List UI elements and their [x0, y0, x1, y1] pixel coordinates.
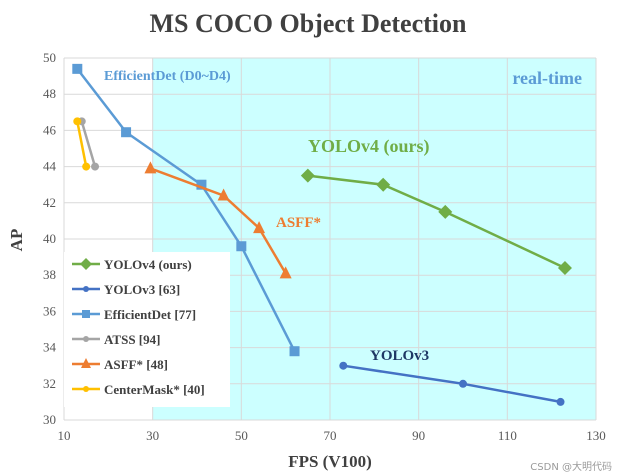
data-point-0-3 — [557, 260, 572, 275]
legend-label-2: EfficientDet [77] — [104, 307, 196, 322]
series-line-0 — [307, 174, 566, 270]
legend-label-3: ATSS [94] — [104, 332, 160, 347]
y-tick-label-9: 48 — [43, 86, 56, 101]
annotation-yolov3: YOLOv3 — [370, 348, 429, 364]
y-tick-label-7: 44 — [43, 159, 57, 174]
x-tick-label-6: 130 — [586, 428, 606, 443]
legend-label-1: YOLOv3 [63] — [104, 282, 180, 297]
data-point-2-0 — [72, 63, 83, 74]
legend-marker-0 — [80, 258, 92, 270]
x-tick-label-3: 70 — [324, 428, 337, 443]
y-tick-label-6: 42 — [43, 195, 56, 210]
data-point-2-1 — [121, 127, 132, 138]
x-axis-label: FPS (V100) — [288, 452, 372, 471]
annotation-yolov4: YOLOv4 (ours) — [308, 136, 430, 157]
x-tick-label-0: 10 — [58, 428, 71, 443]
annotation-asff: ASFF* — [276, 215, 321, 231]
watermark: CSDN @大明代码 — [530, 460, 612, 473]
data-point-0-2 — [438, 204, 453, 219]
legend: YOLOv4 (ours) YOLOv3 [63] EfficientDet [77… — [64, 252, 230, 407]
series-line-5 — [76, 121, 88, 167]
legend-marker-2 — [82, 310, 90, 318]
data-point-4-3 — [279, 266, 292, 279]
series-line-3 — [80, 120, 97, 167]
legend-label-5: CenterMask* [40] — [104, 382, 205, 397]
y-tick-label-1: 32 — [43, 376, 56, 391]
x-tick-label-5: 110 — [498, 428, 517, 443]
y-tick-label-8: 46 — [43, 122, 57, 137]
realtime-label: real-time — [512, 68, 582, 88]
annotation-efficientdet: EfficientDet (D0~D4) — [104, 69, 231, 84]
y-tick-label-2: 34 — [43, 340, 57, 355]
data-point-5-1 — [82, 162, 91, 171]
data-point-2-2 — [196, 179, 207, 190]
data-point-1-0 — [339, 361, 348, 370]
data-point-5-0 — [73, 117, 82, 126]
x-tick-label-1: 30 — [146, 428, 159, 443]
y-tick-label-4: 38 — [43, 267, 56, 282]
data-point-0-1 — [376, 177, 391, 192]
legend-box — [64, 252, 230, 407]
series-line-4 — [150, 167, 287, 275]
y-tick-label-5: 40 — [43, 231, 56, 246]
legend-label-4: ASFF* [48] — [104, 357, 168, 372]
data-point-0-0 — [300, 168, 315, 183]
chart-title: MS COCO Object Detection — [150, 9, 468, 38]
legend-marker-1 — [83, 286, 89, 292]
legend-marker-4 — [81, 358, 91, 368]
data-point-1-2 — [556, 397, 565, 406]
data-point-4-2 — [253, 221, 266, 234]
data-point-3-1 — [91, 162, 100, 171]
y-tick-label-3: 36 — [43, 303, 57, 318]
data-point-1-1 — [459, 379, 467, 388]
y-tick-label-10: 50 — [43, 50, 56, 65]
x-tick-label-2: 50 — [235, 428, 248, 443]
data-point-4-1 — [217, 188, 230, 201]
x-tick-label-4: 90 — [412, 428, 425, 443]
legend-label-0: YOLOv4 (ours) — [104, 257, 192, 272]
legend-marker-3 — [83, 336, 89, 342]
y-axis-label: AP — [7, 229, 26, 252]
data-point-2-4 — [289, 346, 300, 357]
legend-marker-5 — [83, 386, 89, 392]
y-tick-label-0: 30 — [43, 412, 56, 427]
data-point-2-3 — [236, 241, 247, 252]
data-point-4-0 — [144, 161, 157, 174]
